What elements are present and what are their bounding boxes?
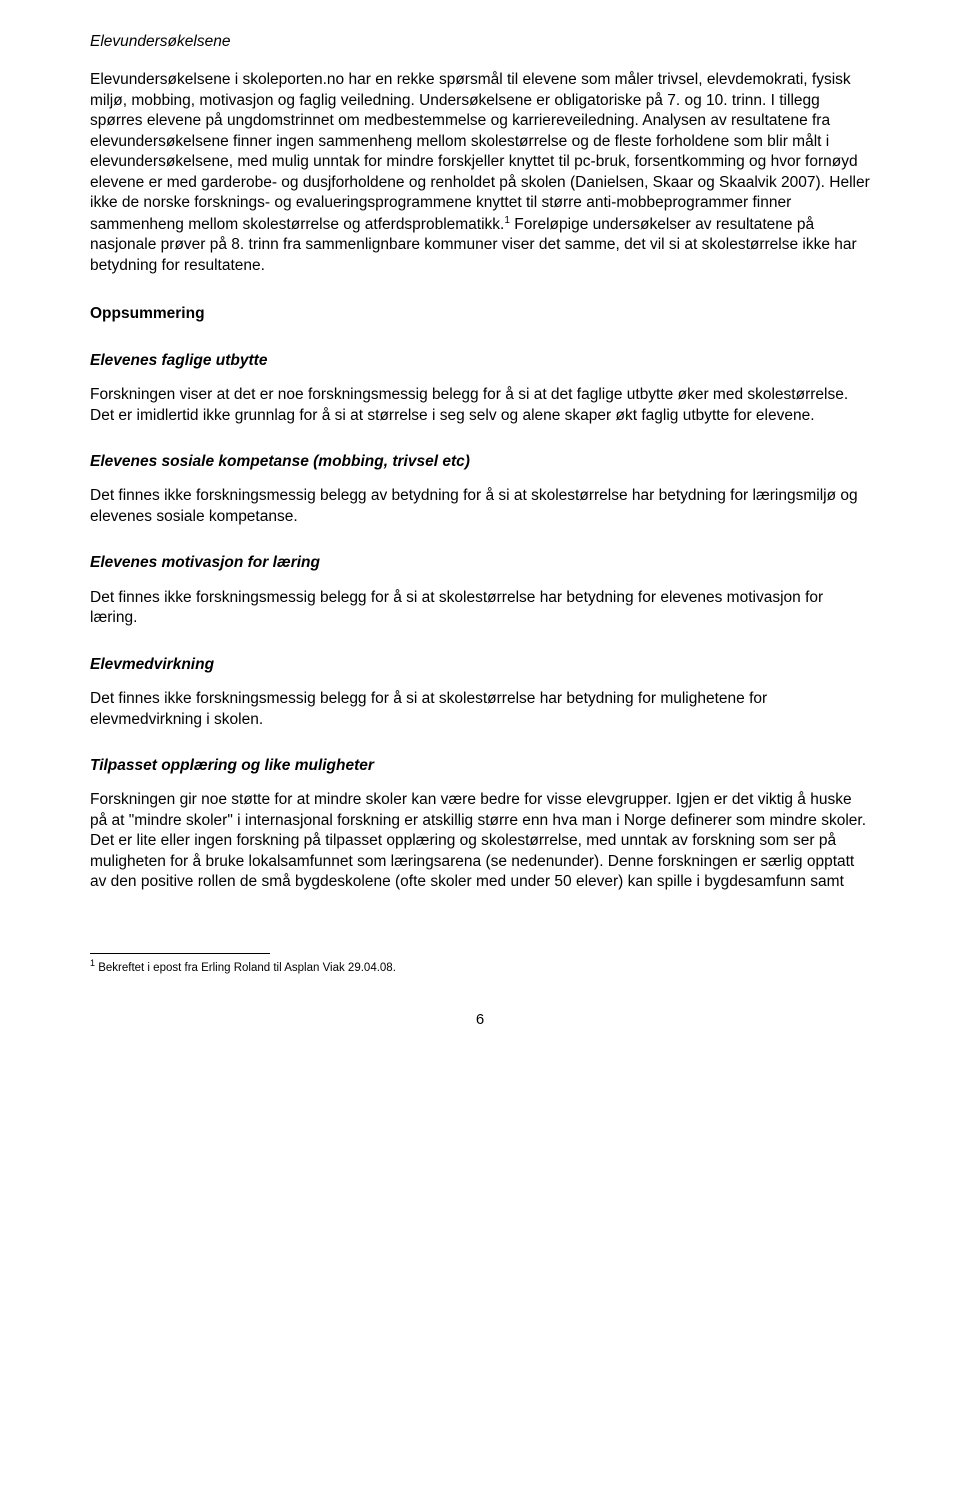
para-tilpasset-opplaring: Forskningen gir noe støtte for at mindre… bbox=[90, 790, 870, 892]
page-number: 6 bbox=[90, 1010, 870, 1030]
subheading-motivasjon: Elevenes motivasjon for læring bbox=[90, 553, 870, 573]
subheading-elevmedvirkning: Elevmedvirkning bbox=[90, 655, 870, 675]
subheading-tilpasset-opplaring: Tilpasset opplæring og like muligheter bbox=[90, 756, 870, 776]
para-sosiale-kompetanse: Det finnes ikke forskningsmessig belegg … bbox=[90, 486, 870, 527]
para-faglig-utbytte: Forskningen viser at det er noe forsknin… bbox=[90, 385, 870, 426]
para-elevundersokelsene: Elevundersøkelsene i skoleporten.no har … bbox=[90, 70, 870, 276]
page: Elevundersøkelsene Elevundersøkelsene i … bbox=[0, 0, 960, 1499]
footnote-1: 1 Bekreftet i epost fra Erling Roland ti… bbox=[90, 958, 870, 976]
para-motivasjon: Det finnes ikke forskningsmessig belegg … bbox=[90, 588, 870, 629]
heading-oppsummering: Oppsummering bbox=[90, 304, 870, 324]
footnote-separator bbox=[90, 953, 270, 954]
para-text-before-sup: Elevundersøkelsene i skoleporten.no har … bbox=[90, 71, 870, 232]
para-elevmedvirkning: Det finnes ikke forskningsmessig belegg … bbox=[90, 689, 870, 730]
heading-elevundersokelsene: Elevundersøkelsene bbox=[90, 32, 870, 52]
subheading-faglig-utbytte: Elevenes faglige utbytte bbox=[90, 351, 870, 371]
subheading-sosiale-kompetanse: Elevenes sosiale kompetanse (mobbing, tr… bbox=[90, 452, 870, 472]
footnote-text: Bekreftet i epost fra Erling Roland til … bbox=[95, 962, 396, 974]
